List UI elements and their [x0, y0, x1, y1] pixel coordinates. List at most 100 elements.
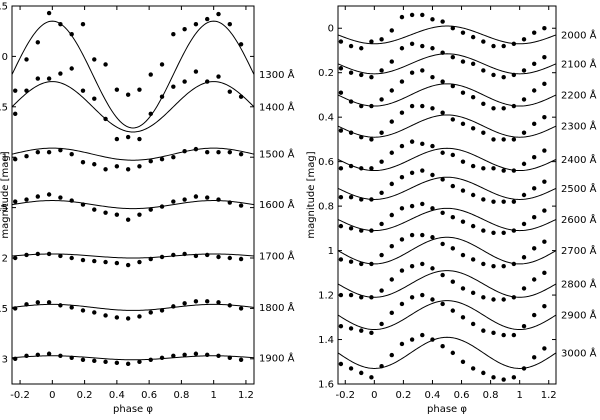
data-point	[440, 50, 445, 55]
data-point	[460, 59, 466, 64]
data-point	[35, 194, 41, 199]
data-point	[532, 277, 537, 282]
data-point	[399, 175, 405, 180]
data-point	[440, 241, 445, 247]
data-point	[501, 74, 506, 80]
panel-right: -0.2 0 0.2 0.4 0.6 0.8 1 1.2 0 0.2 0.4 0.6 0.8 1 1.2 1.…	[306, 5, 597, 415]
model-curve	[12, 303, 254, 311]
panel-left: -0.2 0 0.2 0.4 0.6 0.8 1 1.2 -0.5 0 0.5 1 1.5 2 2.5 3 ph…	[0, 2, 295, 416]
data-point	[58, 21, 63, 27]
data-point	[125, 167, 131, 172]
data-point	[470, 94, 476, 100]
data-point	[182, 301, 187, 306]
data-point	[92, 57, 97, 62]
data-point	[69, 66, 74, 71]
data-point	[69, 32, 74, 37]
data-point	[369, 228, 374, 233]
x-tick-label: -0.2	[336, 390, 356, 401]
y-tick-label: 1.4	[318, 335, 334, 346]
x-tick-label: 0	[49, 390, 55, 401]
data-point	[542, 239, 547, 244]
data-point	[13, 356, 18, 361]
data-point	[58, 195, 63, 200]
data-point	[460, 188, 466, 193]
data-point	[13, 199, 18, 204]
data-point	[182, 251, 187, 257]
data-point	[238, 306, 244, 311]
y-tick-label: 1	[2, 153, 8, 164]
data-point	[542, 148, 547, 153]
data-point	[389, 28, 394, 33]
data-point	[420, 12, 425, 18]
model-curve	[338, 147, 556, 172]
plot-frame	[337, 5, 557, 385]
data-point	[389, 88, 394, 93]
data-point	[389, 243, 394, 249]
data-point	[481, 39, 486, 44]
model-curve	[338, 300, 556, 331]
data-point	[216, 353, 221, 358]
data-point	[440, 210, 445, 215]
data-point	[420, 232, 425, 238]
data-point	[450, 215, 456, 220]
data-point	[369, 295, 374, 300]
data-point	[440, 301, 445, 307]
data-point	[369, 375, 374, 380]
data-point	[521, 323, 527, 329]
series-label: 2400 Å	[561, 153, 597, 166]
data-point	[389, 310, 394, 316]
data-point	[532, 61, 537, 67]
data-point	[359, 370, 364, 376]
data-point	[532, 155, 537, 160]
x-tick-label: 0.8	[173, 390, 189, 401]
data-point	[450, 308, 456, 313]
data-point	[182, 197, 187, 202]
data-point	[148, 357, 153, 363]
data-point	[182, 148, 187, 154]
data-point	[460, 315, 466, 320]
series-label: 1300 Å	[259, 68, 295, 81]
data-point	[501, 106, 506, 111]
data-point	[369, 197, 374, 202]
data-point	[125, 361, 131, 367]
model-curve	[338, 83, 556, 107]
y-tick-label: 0	[2, 52, 8, 63]
data-point	[532, 30, 537, 35]
data-point	[92, 207, 97, 212]
data-point	[227, 303, 232, 308]
data-point	[460, 90, 466, 95]
data-point	[409, 263, 415, 269]
data-point	[409, 337, 415, 342]
series-label: 2600 Å	[561, 213, 597, 226]
data-point	[460, 252, 466, 258]
data-point	[379, 321, 384, 327]
data-point	[46, 10, 52, 16]
data-point	[69, 355, 74, 360]
model-curve	[338, 176, 556, 200]
data-point	[216, 197, 221, 202]
data-point	[69, 305, 74, 310]
series-label: 1600 Å	[259, 198, 295, 211]
data-point	[348, 366, 354, 371]
data-point	[193, 194, 199, 199]
data-point	[338, 323, 344, 329]
data-point	[338, 166, 344, 171]
data-point	[430, 17, 435, 22]
x-axis-label: phase φ	[427, 404, 467, 415]
data-point	[409, 170, 415, 175]
data-point	[542, 303, 547, 309]
data-point	[238, 357, 244, 363]
data-point	[338, 257, 344, 262]
data-point	[542, 346, 547, 351]
model-curve	[338, 53, 556, 75]
data-point	[420, 201, 425, 207]
data-point	[148, 111, 153, 117]
data-point	[114, 136, 120, 142]
data-point	[227, 200, 232, 205]
data-point	[24, 153, 29, 159]
data-point	[46, 149, 52, 155]
data-point	[430, 172, 435, 178]
data-point	[227, 89, 232, 94]
data-point	[348, 130, 354, 135]
